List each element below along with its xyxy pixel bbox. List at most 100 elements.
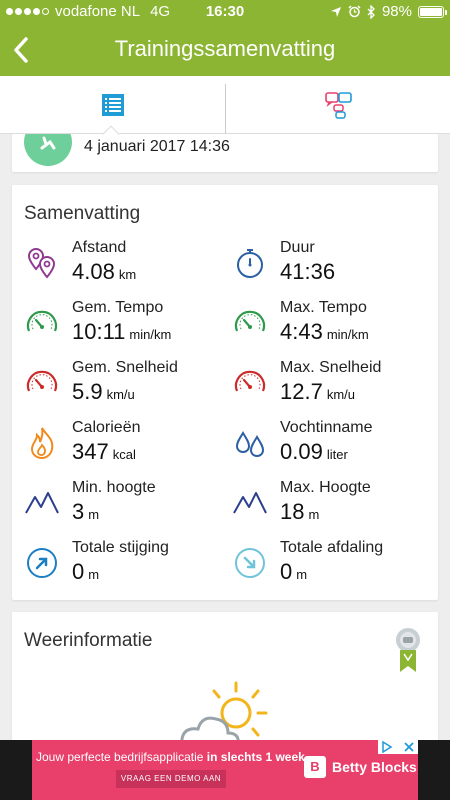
metric-value-line: 4.08 km bbox=[72, 259, 136, 285]
metric-min-hoogte: Min. hoogte 3 m bbox=[24, 479, 224, 529]
tab-summary[interactable] bbox=[0, 76, 225, 134]
metric-label: Gem. Snelheid bbox=[72, 359, 178, 376]
ad-logo: B Betty Blocks bbox=[304, 756, 417, 778]
ad-headline: Jouw perfecte bedrijfsapplicatie in slec… bbox=[36, 750, 309, 764]
metric-max-snelheid: Max. Snelheid 12.7 km/u bbox=[232, 359, 432, 409]
metric-value-line: 12.7 km/u bbox=[280, 379, 355, 405]
mountain-icon bbox=[232, 485, 268, 521]
metric-value: 347 bbox=[72, 439, 109, 464]
activity-icon bbox=[24, 134, 72, 166]
location-arrow-icon bbox=[330, 6, 341, 17]
weather-title: Weerinformatie bbox=[24, 630, 153, 651]
speedometer-icon bbox=[24, 365, 60, 401]
metric-value: 12.7 bbox=[280, 379, 323, 404]
metric-calorie-n: Calorieën 347 kcal bbox=[24, 419, 224, 469]
metric-label: Duur bbox=[280, 239, 315, 256]
list-icon bbox=[101, 94, 124, 116]
metric-label: Vochtinname bbox=[280, 419, 373, 436]
metric-label: Max. Hoogte bbox=[280, 479, 371, 496]
arrow-down-right-icon bbox=[232, 545, 268, 581]
arrow-up-right-icon bbox=[24, 545, 60, 581]
metric-unit: m bbox=[308, 507, 320, 522]
metric-value: 0.09 bbox=[280, 439, 323, 464]
metric-value-line: 347 kcal bbox=[72, 439, 136, 465]
metric-label: Totale stijging bbox=[72, 539, 169, 556]
metric-value: 4.08 bbox=[72, 259, 115, 284]
metric-max-tempo: Max. Tempo 4:43 min/km bbox=[232, 299, 432, 349]
metric-value: 41:36 bbox=[280, 259, 336, 284]
ad-banner[interactable]: Jouw perfecte bedrijfsapplicatie in slec… bbox=[0, 740, 450, 800]
water-drops-icon bbox=[232, 425, 268, 461]
metric-value: 18 bbox=[280, 499, 305, 524]
summary-card: Samenvatting Afstand 4.08 km Duur 41:36 Gem. … bbox=[12, 185, 438, 600]
metric-gem-tempo: Gem. Tempo 10:11 min/km bbox=[24, 299, 224, 349]
stopwatch-icon bbox=[232, 245, 268, 281]
metric-unit: kcal bbox=[112, 447, 136, 462]
weather-card: Weerinformatie bbox=[12, 612, 438, 752]
flame-icon bbox=[24, 425, 60, 461]
metric-afstand: Afstand 4.08 km bbox=[24, 239, 224, 289]
metric-gem-snelheid: Gem. Snelheid 5.9 km/u bbox=[24, 359, 224, 409]
speedometer-icon bbox=[232, 365, 268, 401]
tab-bar bbox=[0, 76, 450, 134]
metric-vochtinname: Vochtinname 0.09 liter bbox=[232, 419, 432, 469]
metric-value: 4:43 bbox=[280, 319, 323, 344]
back-button[interactable] bbox=[8, 34, 38, 66]
page-title: Trainingssamenvatting bbox=[114, 36, 336, 61]
summary-title: Samenvatting bbox=[24, 203, 141, 224]
metric-value: 3 bbox=[72, 499, 85, 524]
metric-unit: km/u bbox=[326, 387, 355, 402]
metric-label: Max. Snelheid bbox=[280, 359, 382, 376]
speedometer-icon bbox=[232, 305, 268, 341]
navigation-bar: Trainingssamenvatting bbox=[0, 24, 450, 76]
metric-value: 0 bbox=[72, 559, 85, 584]
metric-totale-afdaling: Totale afdaling 0 m bbox=[232, 539, 432, 589]
metric-value-line: 5.9 km/u bbox=[72, 379, 135, 405]
location-pins-icon bbox=[24, 245, 60, 281]
award-badge-icon bbox=[396, 628, 420, 672]
battery-percentage: 98% bbox=[381, 3, 412, 20]
metric-value-line: 41:36 bbox=[280, 259, 335, 285]
metric-value: 10:11 bbox=[72, 319, 126, 344]
ad-info-icon[interactable] bbox=[381, 741, 393, 753]
chevron-left-icon bbox=[14, 37, 28, 63]
metric-label: Max. Tempo bbox=[280, 299, 367, 316]
metric-value: 5.9 bbox=[72, 379, 103, 404]
ad-logo-text: Betty Blocks bbox=[332, 759, 417, 775]
network-type: 4G bbox=[150, 3, 171, 20]
metric-unit: liter bbox=[326, 447, 348, 462]
speedometer-icon bbox=[24, 305, 60, 341]
bluetooth-icon bbox=[367, 4, 375, 19]
carrier-name: vodafone NL bbox=[55, 3, 141, 20]
metric-max-hoogte: Max. Hoogte 18 m bbox=[232, 479, 432, 529]
ad-content[interactable]: Jouw perfecte bedrijfsapplicatie in slec… bbox=[32, 740, 418, 800]
ad-logo-mark: B bbox=[304, 756, 326, 778]
session-date: 4 januari 2017 14:36 bbox=[84, 138, 230, 155]
metric-label: Totale afdaling bbox=[280, 539, 384, 556]
metric-value-line: 4:43 min/km bbox=[280, 319, 369, 345]
ad-cta-button[interactable]: VRAAG EEN DEMO AAN bbox=[116, 770, 226, 788]
metric-label: Gem. Tempo bbox=[72, 299, 164, 316]
metric-duur: Duur 41:36 bbox=[232, 239, 432, 289]
ad-choices[interactable] bbox=[378, 740, 418, 754]
metric-value-line: 10:11 min/km bbox=[72, 319, 171, 345]
tab-divider bbox=[225, 84, 226, 134]
metric-totale-stijging: Totale stijging 0 m bbox=[24, 539, 224, 589]
metric-unit: m bbox=[88, 567, 100, 582]
close-icon[interactable] bbox=[403, 741, 415, 753]
alarm-icon bbox=[348, 5, 361, 18]
metric-unit: m bbox=[296, 567, 308, 582]
metric-label: Afstand bbox=[72, 239, 127, 256]
session-card: 4 januari 2017 14:36 bbox=[12, 134, 438, 172]
metric-label: Min. hoogte bbox=[72, 479, 156, 496]
mountain-icon bbox=[24, 485, 60, 521]
metric-value-line: 0.09 liter bbox=[280, 439, 348, 465]
tab-chat[interactable] bbox=[226, 76, 450, 134]
metric-label: Calorieën bbox=[72, 419, 141, 436]
battery-icon bbox=[418, 5, 447, 18]
metric-value-line: 18 m bbox=[280, 499, 319, 525]
metric-value: 0 bbox=[280, 559, 293, 584]
